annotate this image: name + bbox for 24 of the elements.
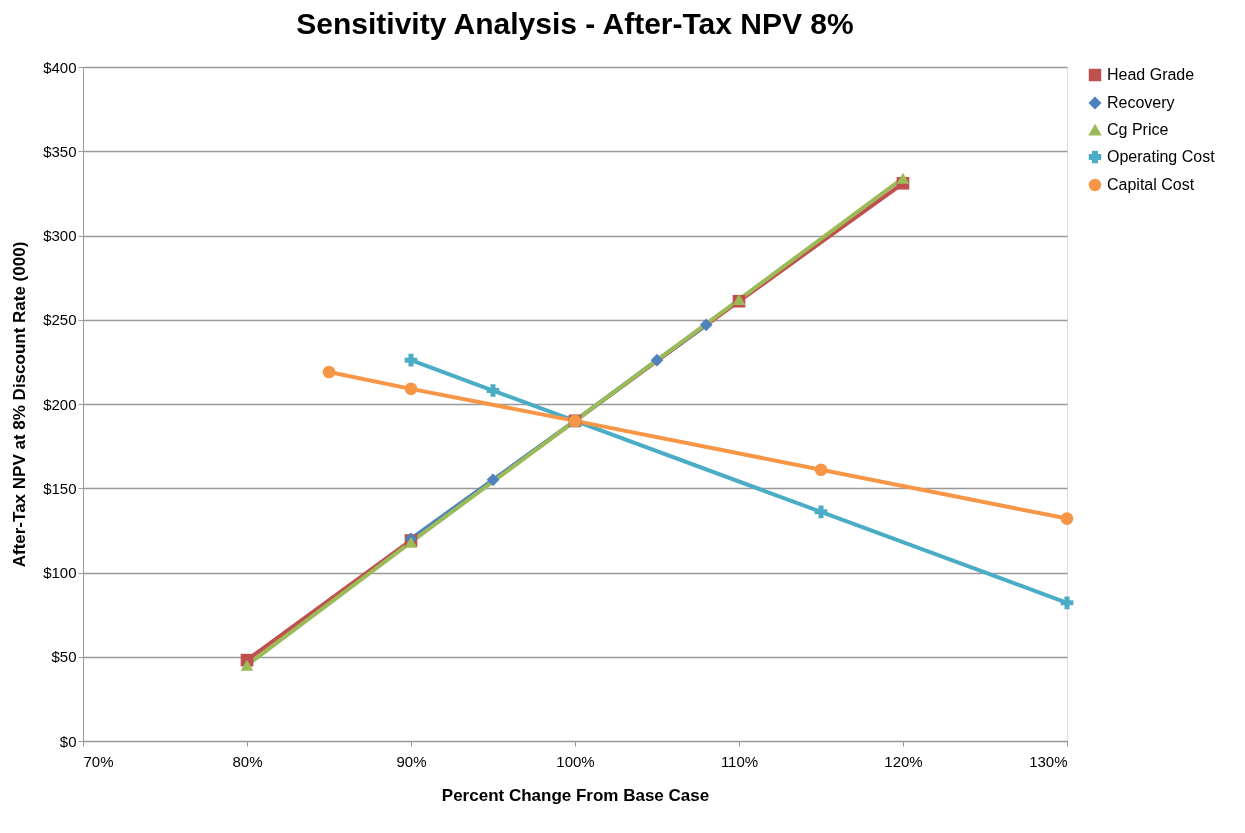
x-axis-title: Percent Change From Base Case [441,785,710,805]
legend-label: Capital Cost [1107,176,1195,193]
y-tick-label: $350 [43,142,77,160]
x-tick-label: 90% [396,752,427,770]
legend-label: Operating Cost [1107,148,1216,165]
x-tick-label: 100% [556,752,595,770]
x-tick-label: 110% [720,752,759,770]
y-tick-label: $400 [43,58,77,76]
y-axis-title: After-Tax NPV at 8% Discount Rate (000) [10,241,30,568]
x-tick-label: 80% [232,752,263,770]
y-tick-label: $250 [43,311,77,329]
legend-label: Recovery [1107,94,1175,111]
x-tick-label: 130% [1029,752,1068,770]
x-tick-label: 120% [884,752,923,770]
y-tick-label: $150 [43,479,77,497]
y-tick-label: $50 [51,648,77,666]
legend-label: Cg Price [1107,121,1169,138]
legend-label: Head Grade [1107,66,1195,83]
x-tick-label: 70% [83,752,114,770]
chart-title: Sensitivity Analysis - After-Tax NPV 8% [296,7,854,40]
y-tick-label: $100 [43,564,77,581]
y-tick-label: $200 [43,395,77,413]
y-tick-label: $0 [59,732,77,750]
y-tick-label: $300 [43,227,77,244]
